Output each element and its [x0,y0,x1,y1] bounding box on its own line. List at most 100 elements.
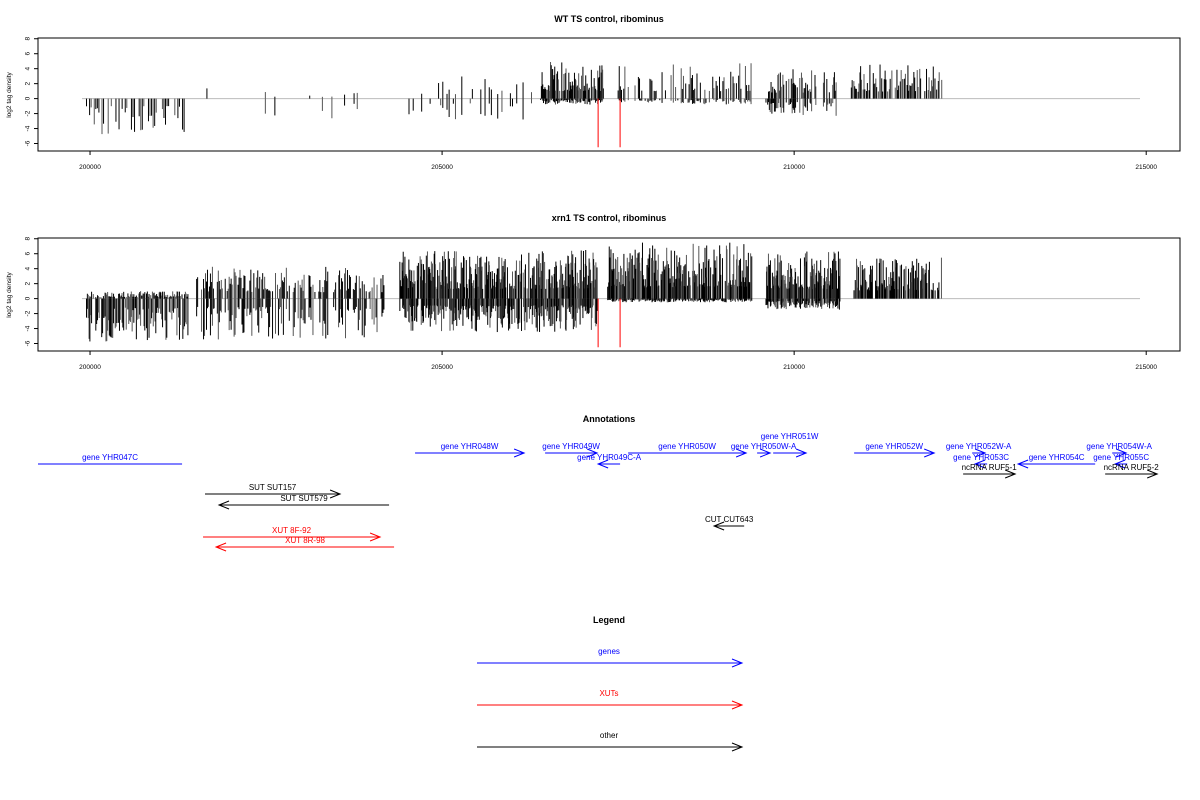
feature-XUTs: XUT 8R-98 [214,536,395,552]
feature-label: SUT SUT579 [280,494,328,503]
x-tick-label: 215000 [1135,164,1157,171]
arrow-head-left-icon [973,459,986,469]
feature-genes: gene YHR051W [761,432,819,458]
arrow-head-right-icon [731,700,744,710]
annotations-track: Annotations gene YHR047C gene YHR048W gene… [38,414,1160,552]
x-tick-label: 210000 [783,364,805,371]
arrow-head-right-icon [1004,469,1017,479]
y-tick-label: 6 [25,52,32,56]
feature-label: gene YHR047C [82,453,138,462]
feature-label: gene YHR052W [865,442,923,451]
feature-label: gene YHR049C-A [577,453,642,462]
panel-title: WT TS control, ribominus [554,14,664,24]
y-tick-label: -6 [25,140,32,146]
arrow-head-right-icon [1147,469,1159,479]
arrow-head-right-icon [369,532,382,542]
feature-label: gene YHR054W-A [1086,442,1152,451]
x-tick-label: 205000 [431,164,453,171]
feature-genes: gene YHR048W [415,442,526,458]
arrow-head-right-icon [924,448,936,458]
feature-genes: gene YHR052W-A [946,442,1012,458]
arrow-head-left-icon [596,459,609,469]
arrow-head-left-icon [712,521,725,531]
arrow-head-right-icon [1116,448,1128,458]
feature-other: SUT SUT157 [205,483,342,499]
feature-label: ncRNA RUF5-1 [962,463,1018,472]
feature-label: gene YHR053C [953,453,1009,462]
legend-label: XUTs [599,689,618,698]
annotations-title: Annotations [583,414,636,424]
feature-label: XUT 8R-98 [285,536,325,545]
xrn1-coverage-panel: xrn1 TS control, ribominus log2 tag dens… [6,213,1181,371]
feature-other: ncRNA RUF5-1 [962,463,1018,479]
feature-genes: gene YHR054W-A [1086,442,1153,458]
arrow-head-right-icon [329,489,342,499]
y-tick-label: -2 [25,310,32,316]
y-tick-label: 0 [25,96,32,100]
feature-genes: gene YHR055C [1093,453,1149,469]
feature-label: CUT CUT643 [705,515,754,524]
y-axis-label: log2 tag density [6,71,13,117]
y-tick-label: 8 [25,237,32,241]
feature-label: ncRNA RUF5-2 [1104,463,1160,472]
legend-label: genes [598,647,620,656]
arrow-head-left-icon [217,500,230,510]
panel-title: xrn1 TS control, ribominus [552,213,667,223]
arrow-head-left-icon [1016,459,1029,469]
y-tick-label: 8 [25,37,32,41]
feature-other: SUT SUT579 [217,494,390,510]
feature-genes: gene YHR049W [542,442,600,458]
feature-genes: gene YHR053C [953,453,1009,469]
feature-label: gene YHR051W [761,432,819,441]
feature-label: gene YHR049W [542,442,600,451]
wt-coverage-panel: WT TS control, ribominus log2 tag densit… [6,14,1181,171]
arrow-head-right-icon [731,742,744,752]
y-tick-label: 2 [25,81,32,85]
feature-XUTs: XUT 8F-92 [203,526,382,542]
x-tick-label: 215000 [1135,364,1157,371]
feature-genes: gene YHR054C [1016,453,1096,469]
arrow-head-right-icon [735,448,748,458]
feature-other: ncRNA RUF5-2 [1104,463,1160,479]
y-tick-label: 4 [25,266,32,270]
feature-label: SUT SUT157 [249,483,297,492]
feature-label: gene YHR050W-A [731,442,797,451]
feature-other: CUT CUT643 [705,515,754,531]
y-tick-label: 6 [25,252,32,256]
arrow-head-left-icon [1113,459,1126,469]
arrow-head-right-icon [731,658,744,668]
feature-label: gene YHR054C [1029,453,1085,462]
feature-label: gene YHR052W-A [946,442,1012,451]
legend: Legend genes XUTs other [477,615,744,752]
y-tick-label: -4 [25,125,32,131]
feature-genes: gene YHR049C-A [577,453,642,469]
arrow-head-right-icon [586,448,599,458]
arrow-head-right-icon [759,448,772,458]
arrow-head-right-icon [513,448,526,458]
y-tick-label: -2 [25,110,32,116]
feature-genes: gene YHR052W [854,442,936,458]
feature-label: XUT 8F-92 [272,526,312,535]
feature-genes: gene YHR050W [628,442,748,458]
y-axis-label: log2 tag density [6,271,13,317]
plot-frame [37,37,1181,152]
arrow-head-right-icon [974,448,987,458]
feature-label: gene YHR055C [1093,453,1149,462]
feature-label: gene YHR048W [441,442,499,451]
y-tick-label: -6 [25,340,32,346]
plot-frame [37,237,1181,352]
y-tick-label: 2 [25,281,32,285]
legend-label: other [600,731,619,740]
x-tick-label: 210000 [783,164,805,171]
feature-label: gene YHR050W [658,442,716,451]
arrow-head-right-icon [795,448,808,458]
y-tick-label: -4 [25,325,32,331]
arrow-head-left-icon [214,542,227,552]
x-tick-label: 200000 [79,164,101,171]
y-tick-label: 4 [25,66,32,70]
feature-genes: gene YHR050W-A [731,442,797,458]
x-tick-label: 205000 [431,364,453,371]
feature-genes: gene YHR047C [38,453,183,465]
x-tick-label: 200000 [79,364,101,371]
